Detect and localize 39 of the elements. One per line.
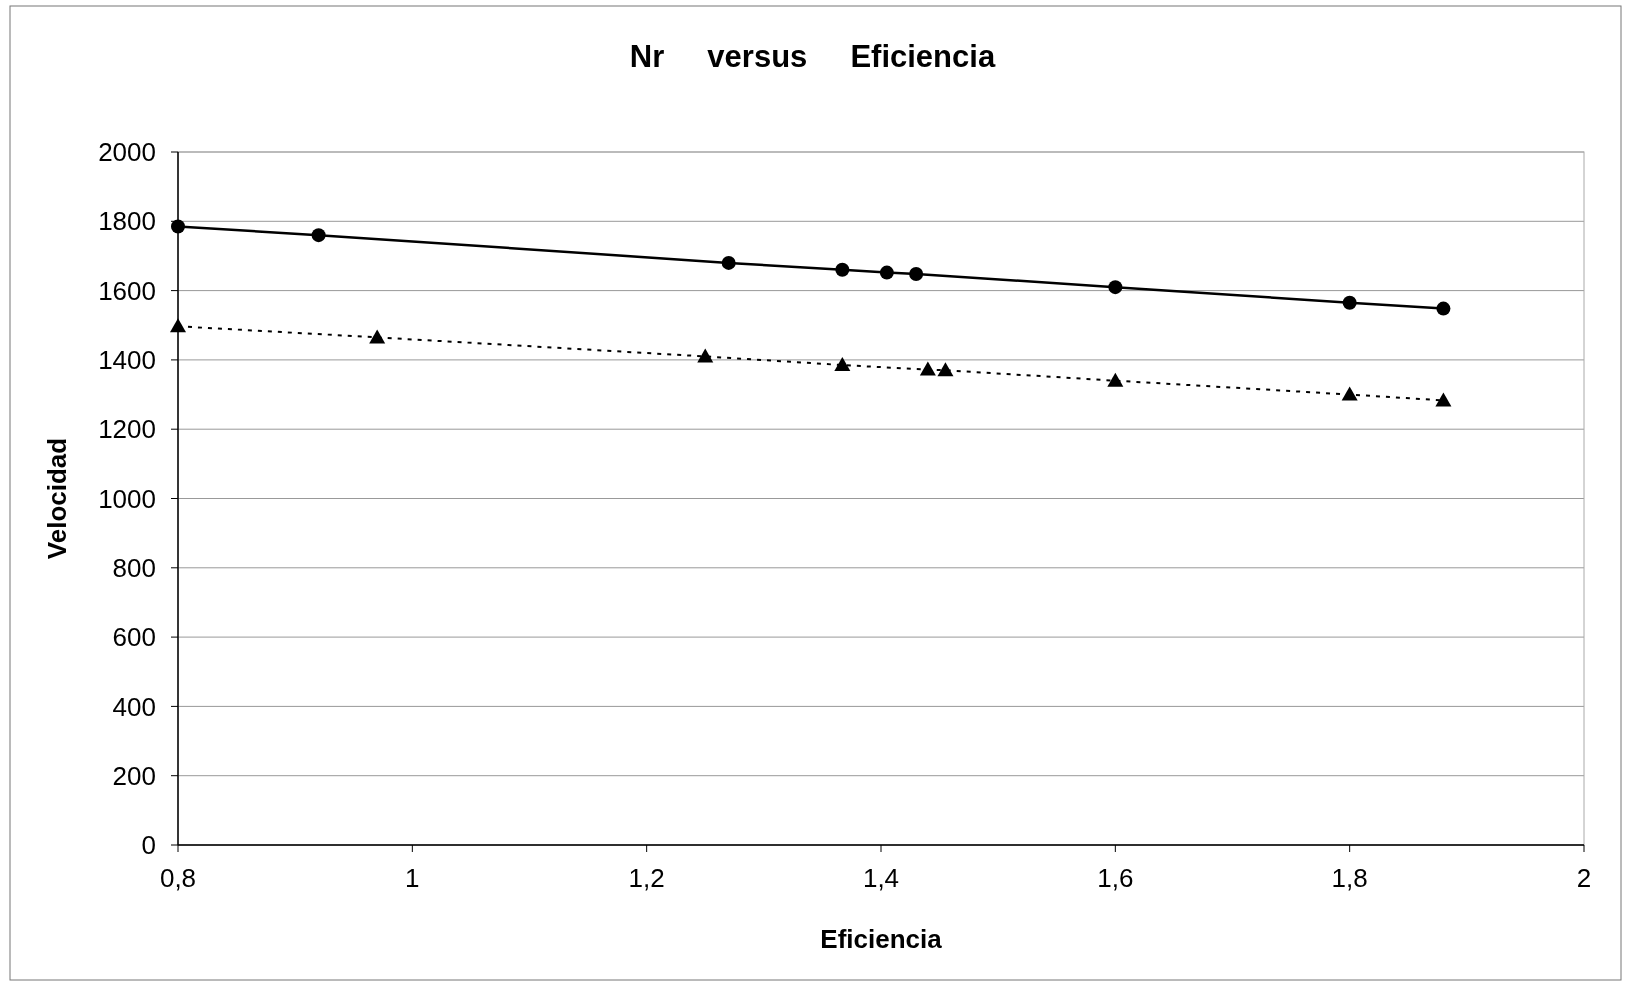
- y-axis-title: Velocidad: [42, 437, 72, 560]
- y-tick-label: 400: [112, 691, 156, 722]
- chart-title: Nr versus Eficiencia: [629, 39, 996, 74]
- point: [835, 262, 850, 277]
- x-tick-label: 1,8: [1331, 863, 1368, 893]
- point: [1342, 295, 1357, 310]
- point: [1435, 392, 1452, 407]
- y-tick-label: 1600: [98, 275, 156, 306]
- x-tick-label: 1,6: [1097, 863, 1134, 893]
- y-tick-label: 2000: [98, 137, 156, 168]
- y-tick-label: 1800: [98, 206, 156, 237]
- y-tick-label: 1400: [98, 345, 156, 375]
- x-tick-label: 2: [1576, 863, 1592, 893]
- x-tick-label: 0,8: [159, 863, 197, 893]
- point: [369, 329, 386, 344]
- y-tick-label: 0: [141, 830, 156, 861]
- point: [919, 361, 936, 376]
- point: [937, 362, 954, 377]
- y-tick-label: 800: [112, 552, 156, 583]
- x-tick-label: 1: [405, 863, 420, 893]
- y-tick-label: 1200: [98, 414, 156, 445]
- point: [721, 255, 736, 270]
- x-axis-title: Eficiencia: [820, 924, 943, 954]
- point: [879, 265, 894, 280]
- point: [909, 266, 924, 281]
- y-tick-label: 1000: [98, 483, 156, 514]
- point: [1108, 280, 1123, 295]
- point: [311, 228, 326, 243]
- y-tick-label: 600: [112, 622, 156, 653]
- y-tick-label: 200: [112, 760, 156, 791]
- point: [1341, 386, 1358, 401]
- point: [171, 219, 185, 234]
- point: [1436, 301, 1451, 316]
- x-tick-label: 1,2: [628, 863, 665, 893]
- point: [697, 348, 714, 363]
- point: [1107, 372, 1124, 387]
- point: [834, 357, 851, 372]
- point: [170, 318, 186, 333]
- x-tick-label: 1,4: [862, 863, 900, 893]
